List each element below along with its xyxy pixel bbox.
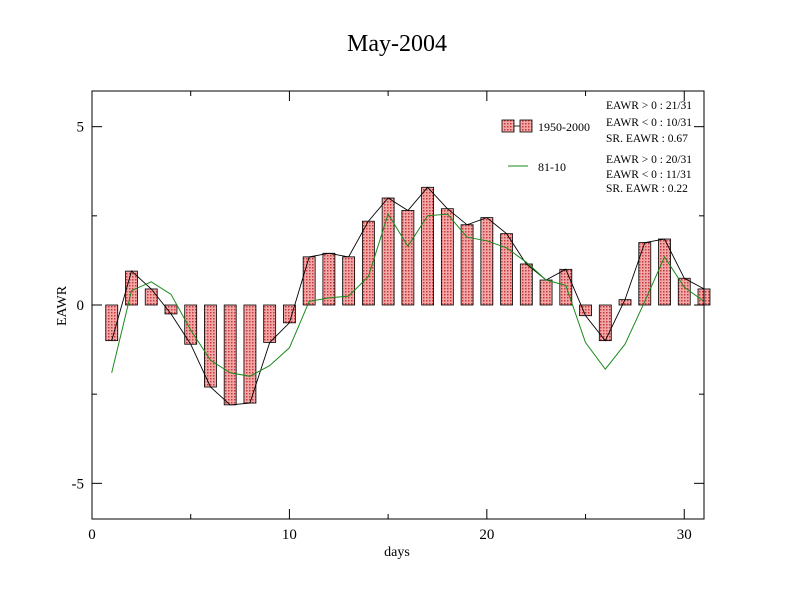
bar <box>539 279 553 306</box>
stat-text: EAWR < 0 : 11/31 <box>606 169 692 181</box>
bar <box>500 233 513 306</box>
bar <box>302 256 316 306</box>
bar <box>421 186 435 306</box>
x-tick-label: 0 <box>88 527 96 543</box>
bar <box>677 277 691 306</box>
bar <box>342 256 356 306</box>
climatology-line <box>111 212 705 377</box>
y-tick-label: 5 <box>77 120 85 136</box>
bar-connector-line <box>111 186 705 406</box>
bar <box>658 238 671 306</box>
y-tick-label: 0 <box>77 298 85 314</box>
ticks-layer: 0 10 20 30 -5 0 5 <box>72 91 704 543</box>
legend-line-label: 81-10 <box>538 160 566 174</box>
bar <box>105 304 119 342</box>
bars-layer <box>105 186 711 406</box>
stat-text: SR. EAWR : 0.67 <box>606 133 688 145</box>
y-tick-label: -5 <box>72 476 85 492</box>
bar <box>223 304 237 406</box>
chart-title: May-2004 <box>347 31 447 57</box>
x-tick-label: 30 <box>677 527 692 543</box>
stat-text: SR. EAWR : 0.22 <box>606 183 688 195</box>
bar <box>559 268 573 306</box>
bar <box>440 208 454 306</box>
stats-box: EAWR > 0 : 21/31 EAWR < 0 : 10/31 SR. EA… <box>606 100 692 195</box>
climatology-layer <box>111 212 705 377</box>
stat-text: EAWR > 0 : 20/31 <box>606 154 692 166</box>
bar <box>263 304 277 343</box>
x-tick-label: 10 <box>282 527 297 543</box>
bar <box>480 217 494 306</box>
x-axis-label: days <box>384 545 410 560</box>
bar <box>164 304 178 315</box>
y-axis-label: EAWR <box>55 285 70 326</box>
bar <box>204 304 217 388</box>
stat-text: EAWR > 0 : 21/31 <box>606 100 692 112</box>
bar <box>125 270 138 306</box>
legend: 1950-2000 81-10 <box>501 119 590 174</box>
bar <box>243 304 257 404</box>
bar <box>401 210 415 306</box>
x-tick-label: 20 <box>479 527 494 543</box>
stat-text: EAWR < 0 : 10/31 <box>606 117 692 129</box>
legend-bar-label: 1950-2000 <box>538 120 590 134</box>
bar <box>638 242 652 306</box>
legend-bar-swatch <box>501 119 533 133</box>
bar <box>519 263 533 306</box>
bar <box>144 288 158 306</box>
connector-layer <box>111 186 705 406</box>
